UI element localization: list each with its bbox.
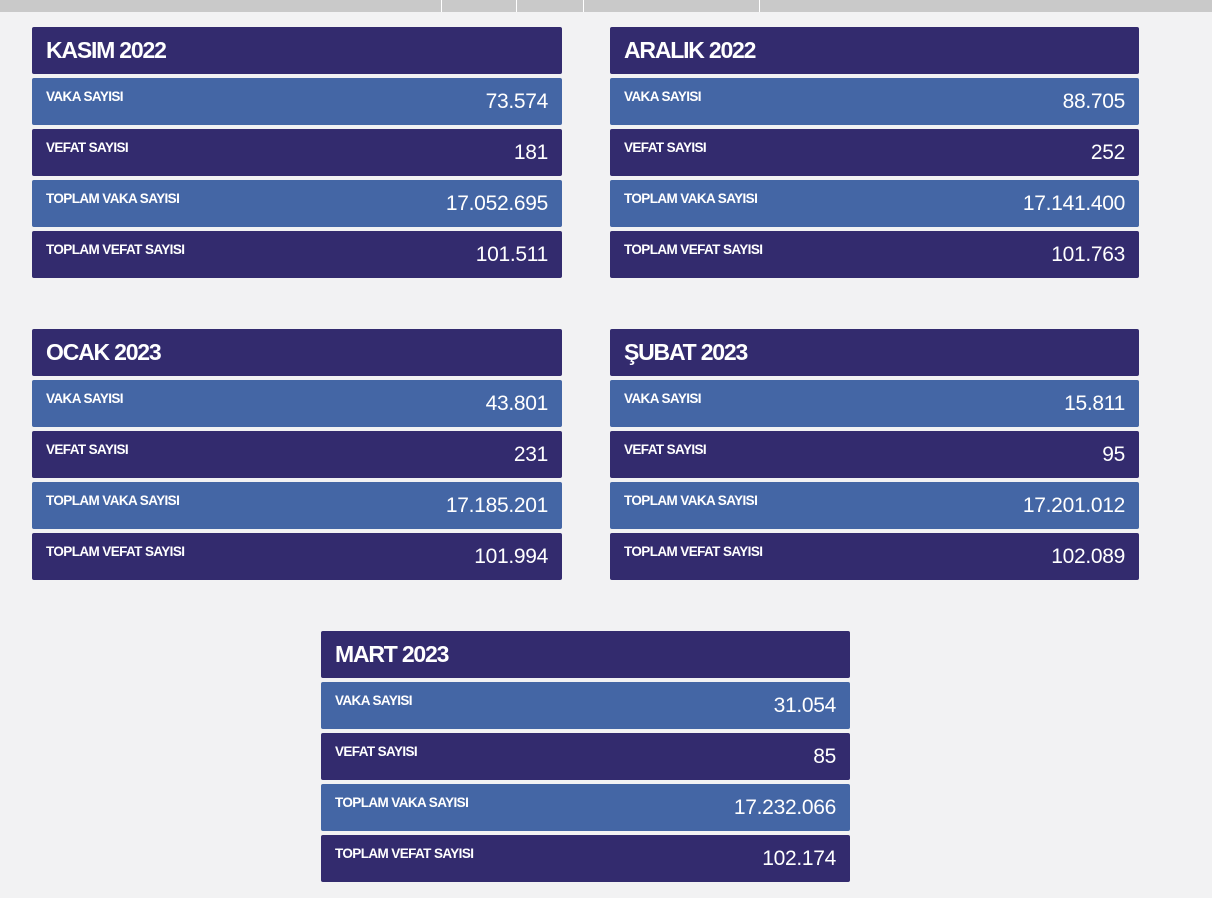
row-total-case-count: TOPLAM VAKA SAYISI 17.185.201 [32, 482, 562, 529]
month-card-kasim-2022: KASIM 2022 VAKA SAYISI 73.574 VEFAT SAYI… [32, 27, 562, 278]
row-value: 17.232.066 [733, 796, 836, 819]
row-total-case-count: TOPLAM VAKA SAYISI 17.052.695 [32, 180, 562, 227]
row-value: 85 [813, 745, 836, 768]
row-case-count: VAKA SAYISI 73.574 [32, 78, 562, 125]
row-value: 101.994 [474, 545, 548, 568]
row-value: 73.574 [485, 90, 549, 113]
row-label: VAKA SAYISI [46, 391, 124, 406]
card-title: KASIM 2022 [32, 27, 562, 74]
row-case-count: VAKA SAYISI 15.811 [610, 380, 1139, 427]
row-total-case-count: TOPLAM VAKA SAYISI 17.201.012 [610, 482, 1139, 529]
row-value: 15.811 [1064, 392, 1125, 415]
row-value: 17.141.400 [1022, 192, 1125, 215]
nav-divider [583, 0, 584, 12]
row-value: 43.801 [485, 392, 549, 415]
row-label: VEFAT SAYISI [624, 140, 707, 155]
nav-divider [441, 0, 442, 12]
row-label: VEFAT SAYISI [46, 442, 129, 457]
row-total-death-count: TOPLAM VEFAT SAYISI 101.763 [610, 231, 1139, 278]
row-death-count: VEFAT SAYISI 252 [610, 129, 1139, 176]
card-title: ŞUBAT 2023 [610, 329, 1139, 376]
nav-divider [516, 0, 517, 12]
row-value: 102.174 [762, 847, 836, 870]
row-label: TOPLAM VEFAT SAYISI [46, 242, 185, 257]
row-value: 101.511 [475, 243, 549, 266]
row-total-death-count: TOPLAM VEFAT SAYISI 101.994 [32, 533, 562, 580]
row-label: TOPLAM VAKA SAYISI [335, 795, 469, 810]
row-value: 17.185.201 [445, 494, 548, 517]
row-value: 88.705 [1062, 90, 1126, 113]
row-case-count: VAKA SAYISI 43.801 [32, 380, 562, 427]
row-total-death-count: TOPLAM VEFAT SAYISI 102.089 [610, 533, 1139, 580]
row-label: TOPLAM VEFAT SAYISI [335, 846, 474, 861]
row-label: VEFAT SAYISI [46, 140, 129, 155]
month-card-mart-2023: MART 2023 VAKA SAYISI 31.054 VEFAT SAYIS… [321, 631, 850, 882]
row-label: VAKA SAYISI [335, 693, 413, 708]
row-label: TOPLAM VEFAT SAYISI [624, 544, 763, 559]
row-label: TOPLAM VEFAT SAYISI [46, 544, 185, 559]
month-card-subat-2023: ŞUBAT 2023 VAKA SAYISI 15.811 VEFAT SAYI… [610, 329, 1139, 580]
row-value: 17.201.012 [1022, 494, 1125, 517]
row-total-case-count: TOPLAM VAKA SAYISI 17.141.400 [610, 180, 1139, 227]
row-total-death-count: TOPLAM VEFAT SAYISI 101.511 [32, 231, 562, 278]
row-value: 95 [1102, 443, 1125, 466]
row-label: TOPLAM VAKA SAYISI [624, 493, 758, 508]
row-total-case-count: TOPLAM VAKA SAYISI 17.232.066 [321, 784, 850, 831]
row-label: VEFAT SAYISI [335, 744, 418, 759]
row-value: 31.054 [773, 694, 837, 717]
row-label: TOPLAM VEFAT SAYISI [624, 242, 763, 257]
row-label: VAKA SAYISI [46, 89, 124, 104]
row-death-count: VEFAT SAYISI 231 [32, 431, 562, 478]
row-death-count: VEFAT SAYISI 95 [610, 431, 1139, 478]
row-death-count: VEFAT SAYISI 85 [321, 733, 850, 780]
row-label: VAKA SAYISI [624, 89, 702, 104]
row-label: VEFAT SAYISI [624, 442, 707, 457]
row-label: TOPLAM VAKA SAYISI [624, 191, 758, 206]
row-label: TOPLAM VAKA SAYISI [46, 191, 180, 206]
row-total-death-count: TOPLAM VEFAT SAYISI 102.174 [321, 835, 850, 882]
row-label: VAKA SAYISI [624, 391, 702, 406]
month-card-ocak-2023: OCAK 2023 VAKA SAYISI 43.801 VEFAT SAYIS… [32, 329, 562, 580]
card-title: MART 2023 [321, 631, 850, 678]
row-case-count: VAKA SAYISI 31.054 [321, 682, 850, 729]
row-death-count: VEFAT SAYISI 181 [32, 129, 562, 176]
row-value: 102.089 [1051, 545, 1125, 568]
row-value: 17.052.695 [445, 192, 548, 215]
month-card-aralik-2022: ARALIK 2022 VAKA SAYISI 88.705 VEFAT SAY… [610, 27, 1139, 278]
row-value: 231 [513, 443, 548, 466]
top-navigation-bar [0, 0, 1212, 12]
row-value: 101.763 [1051, 243, 1125, 266]
nav-divider [759, 0, 760, 12]
card-title: ARALIK 2022 [610, 27, 1139, 74]
row-value: 181 [513, 141, 548, 164]
row-case-count: VAKA SAYISI 88.705 [610, 78, 1139, 125]
row-value: 252 [1090, 141, 1125, 164]
card-title: OCAK 2023 [32, 329, 562, 376]
row-label: TOPLAM VAKA SAYISI [46, 493, 180, 508]
